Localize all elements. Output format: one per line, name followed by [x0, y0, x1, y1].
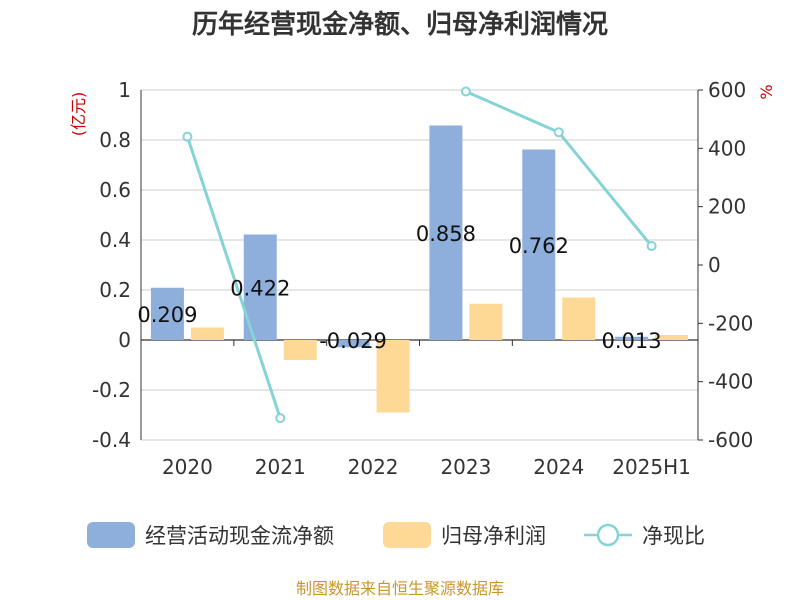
bar-net-profit [283, 340, 317, 360]
bars [150, 125, 689, 413]
data-label: 0.013 [602, 329, 662, 353]
ratio-point [646, 241, 657, 252]
y-left-tick: 1 [118, 78, 131, 102]
ratio-line-segment [185, 136, 282, 419]
x-tick-label: 2022 [348, 455, 399, 479]
ratio-point [553, 127, 564, 138]
data-label: 0.858 [416, 222, 476, 246]
y-right-tick: 600 [708, 78, 746, 102]
bar-cash-flow [522, 149, 556, 340]
y-left-unit: (亿元) [69, 92, 88, 137]
data-label: 0.209 [137, 303, 197, 327]
chart-title: 历年经营现金净额、归母净利润情况 [192, 9, 608, 40]
y-right-unit: % [757, 84, 776, 99]
y-right-tick: -400 [708, 370, 753, 394]
bar-cash-flow [615, 336, 649, 340]
legend-label: 经营活动现金流净额 [145, 524, 334, 548]
x-tick-label: 2023 [440, 455, 491, 479]
data-label: -0.029 [319, 329, 387, 353]
y-right-tick: -600 [708, 428, 753, 452]
bar-net-profit [469, 303, 503, 340]
bar-net-profit [376, 340, 410, 413]
y-right-tick: 200 [708, 195, 746, 219]
legend-swatch [87, 522, 135, 548]
legend-swatch [383, 522, 431, 548]
y-left-tick: 0.4 [99, 228, 131, 252]
legend-marker [596, 523, 620, 547]
x-tick-label: 2020 [162, 455, 213, 479]
data-label: 0.422 [230, 276, 290, 300]
y-left-tick: 0.6 [99, 178, 131, 202]
x-tick-label: 2021 [255, 455, 306, 479]
y-left-tick: 0.2 [99, 278, 131, 302]
ratio-line-segment [465, 90, 653, 247]
y-right-tick: 400 [708, 136, 746, 160]
x-tick-label: 2024 [533, 455, 584, 479]
bar-net-profit [562, 297, 596, 340]
bar-net-profit [655, 335, 689, 340]
data-label: 0.762 [509, 234, 569, 258]
bar-cash-flow [429, 125, 463, 340]
x-tick-label: 2025H1 [612, 455, 691, 479]
legend-label: 归母净利润 [441, 524, 546, 548]
y-left-tick: 0.8 [99, 128, 131, 152]
grid-lines [141, 89, 698, 441]
y-right-tick: -200 [708, 311, 753, 335]
legend-label: 净现比 [642, 524, 705, 548]
y-right-tick: 0 [708, 253, 721, 277]
ratio-line [182, 86, 657, 424]
bar-cash-flow [336, 340, 370, 348]
bar-cash-flow [150, 287, 184, 340]
y-left-tick: 0 [118, 328, 131, 352]
axes: -0.4 -0.2 0 0.2 0.4 0.6 0.8 1 -600 -400 -200 0 200 40… [92, 78, 753, 479]
data-labels: 0.209 0.422 -0.029 0.858 0.762 0.013 [137, 222, 661, 353]
source-note: 制图数据来自恒生聚源数据库 [296, 579, 504, 598]
bar-net-profit [190, 327, 224, 340]
y-left-tick: -0.2 [92, 378, 131, 402]
legend: 经营活动现金流净额 归母净利润 净现比 [87, 522, 705, 548]
ratio-point [460, 86, 471, 97]
ratio-point [182, 131, 193, 142]
ratio-point [275, 413, 286, 424]
y-left-tick: -0.4 [92, 428, 131, 452]
